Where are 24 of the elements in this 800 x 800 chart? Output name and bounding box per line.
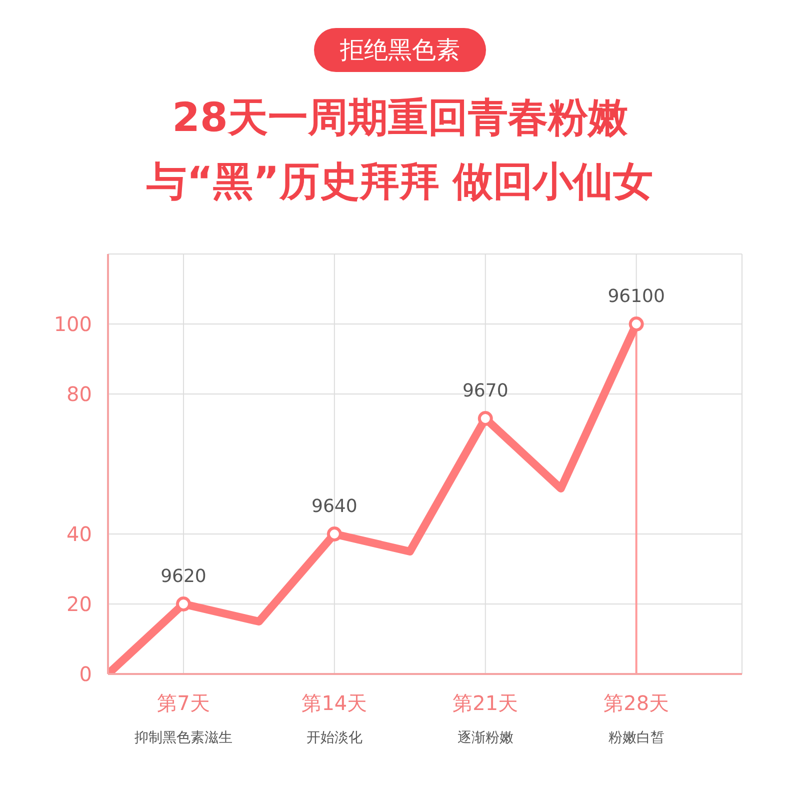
chart-title: 28天一周期重回青春粉嫩 [171,94,629,143]
y-tick-label: 40 [66,522,92,546]
y-tick-label: 100 [54,312,92,336]
y-tick-label: 80 [66,382,92,406]
chart-subtitle: 与“黑”历史拜拜 做回小仙女 [146,158,654,207]
x-tick-label: 第21天 [452,691,518,715]
point [176,596,191,612]
y-tick-label: 20 [66,592,92,616]
annotation: 9640 [312,496,358,517]
x-tick-label: 第14天 [302,691,368,715]
annotation: 9670 [462,380,508,402]
x-tick-label: 第7天 [157,691,210,715]
text: 拒绝黑色素 [314,28,486,72]
point [478,411,493,426]
annotation: 96100 [608,286,665,307]
point [326,526,342,542]
text: 抑制黑色素滋生 [134,730,232,746]
x-tick-label: 第28天 [604,691,670,715]
text: 开始淡化 [306,730,362,746]
point [628,316,644,332]
text: 粉嫩白皙 [608,730,664,746]
y-tick-label: 0 [79,662,92,686]
annotation: 9620 [160,566,206,587]
text: 逐渐粉嫩 [457,730,514,746]
